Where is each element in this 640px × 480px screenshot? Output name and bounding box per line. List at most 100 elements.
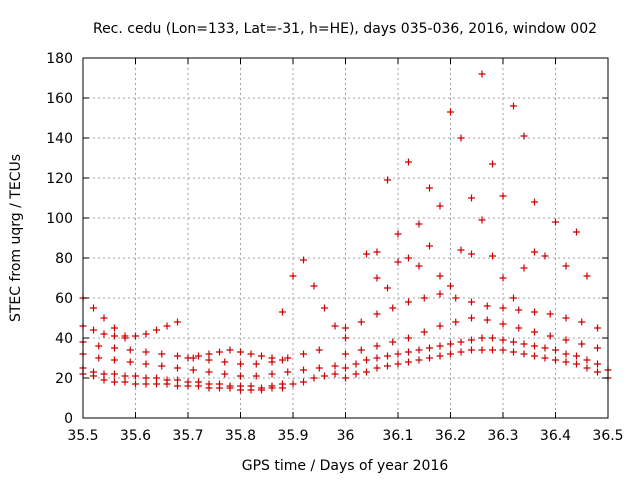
data-point-plus [279,308,286,316]
data-point-plus [163,376,171,384]
data-point-plus [573,360,580,368]
data-point-plus [531,248,538,256]
x-axis-title: GPS time / Days of year 2016 [242,458,449,474]
data-point-plus [100,314,108,322]
data-points [79,70,612,394]
y-tick-label: 100 [46,211,73,227]
series-sat-a [79,370,339,394]
data-point-plus [90,368,97,376]
x-tick-label: 36.3 [487,428,518,444]
data-point-plus [142,374,150,382]
data-point-plus [258,352,265,360]
data-point-plus [121,372,129,380]
data-point-plus [284,354,292,362]
data-point-plus [373,354,381,362]
data-point-plus [594,344,601,352]
data-point-plus [457,246,465,254]
data-point-plus [436,322,444,330]
data-point-plus [515,324,523,332]
data-point-plus [447,108,454,116]
data-point-plus [489,334,496,342]
data-point-plus [468,314,475,322]
data-point-plus [195,352,202,360]
data-point-plus [468,336,475,344]
data-point-plus [415,220,423,228]
data-point-plus [384,362,391,370]
data-point-plus [363,356,370,364]
data-point-plus [510,338,517,346]
data-point-plus [142,360,150,368]
data-point-plus [531,308,538,316]
data-point-plus [457,338,465,346]
data-point-plus [357,318,365,326]
data-point-plus [342,350,349,358]
data-point-plus [289,380,297,388]
data-point-plus [510,102,517,110]
data-point-plus [195,378,202,386]
data-point-plus [268,370,276,378]
data-point-plus [184,378,192,386]
data-point-plus [315,364,323,372]
data-point-plus [436,202,444,210]
data-point-plus [121,332,129,340]
series-sat-k [342,314,601,358]
data-point-plus [357,346,365,354]
data-point-plus [100,370,108,378]
data-point-plus [520,350,528,358]
data-point-plus [247,350,255,358]
data-point-plus [310,282,318,290]
data-point-plus [300,350,307,358]
data-point-plus [426,344,433,352]
data-point-plus [174,376,181,384]
data-point-plus [594,324,601,332]
y-axis-title: STEC from uqrg / TECUs [8,154,24,322]
data-point-plus [132,380,139,388]
data-point-plus [132,372,139,380]
y-tick-label: 160 [46,91,73,107]
data-point-plus [468,194,475,202]
data-point-plus [478,346,486,354]
data-point-plus [562,314,570,322]
data-point-plus [226,346,234,354]
data-point-plus [489,252,496,260]
data-point-plus [163,322,171,330]
data-point-plus [394,258,402,266]
data-point-plus [394,360,402,368]
x-tick-label: 35.9 [277,428,308,444]
data-point-plus [205,368,213,376]
y-tick-label: 20 [55,371,73,387]
data-point-plus [546,332,554,340]
data-point-plus [184,354,192,362]
data-point-plus [468,250,475,258]
data-point-plus [100,330,108,338]
y-tick-label: 80 [55,251,73,267]
data-point-plus [363,250,370,258]
data-point-plus [468,346,475,354]
data-point-plus [499,192,507,200]
data-point-plus [300,256,307,264]
data-point-plus [331,370,339,378]
data-point-plus [447,340,454,348]
data-point-plus [216,380,223,388]
data-point-plus [405,158,412,166]
y-tick-label: 60 [55,291,73,307]
data-point-plus [174,364,181,372]
data-point-plus [331,362,339,370]
data-point-plus [279,380,286,388]
data-point-plus [205,356,213,364]
data-point-plus [189,366,197,374]
data-point-plus [221,358,229,366]
data-point-plus [405,298,412,306]
data-point-plus [573,352,580,360]
data-point-plus [426,242,433,250]
y-tick-label: 0 [64,411,73,427]
data-point-plus [583,272,591,280]
data-point-plus [205,350,213,358]
data-point-plus [447,282,454,290]
data-point-plus [515,306,523,314]
data-point-plus [342,334,349,342]
series-sat-m [373,70,538,282]
data-point-plus [510,348,517,356]
data-point-plus [126,346,134,354]
x-tick-label: 35.7 [172,428,203,444]
